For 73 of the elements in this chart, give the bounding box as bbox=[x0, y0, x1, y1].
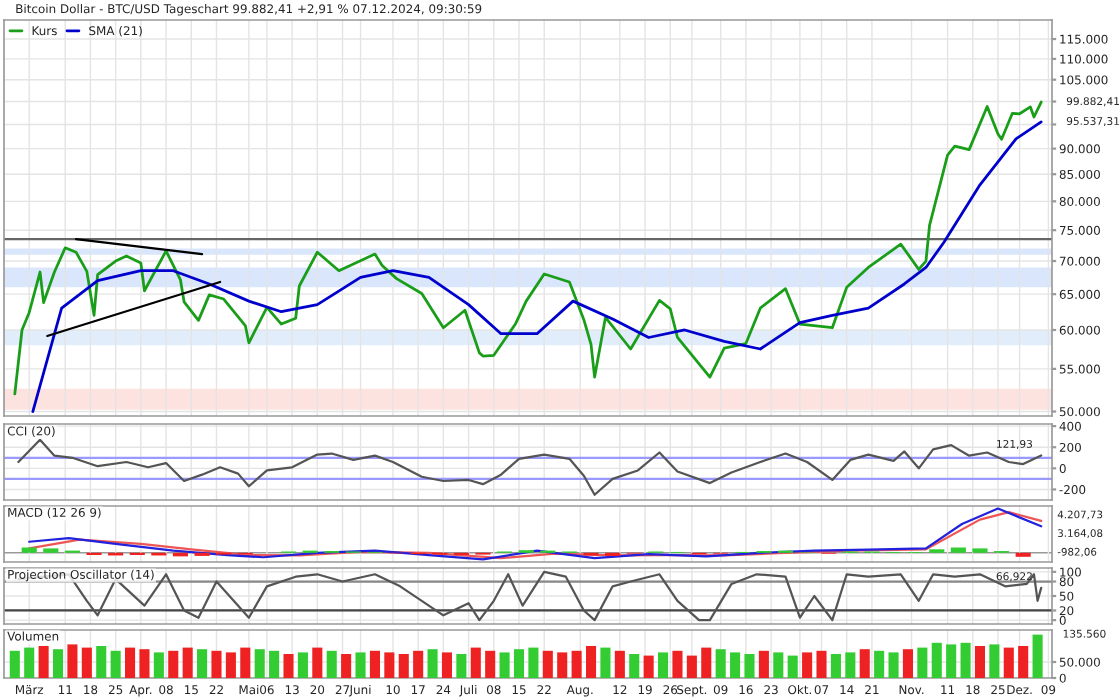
bar bbox=[946, 644, 957, 678]
bar bbox=[225, 652, 236, 678]
bar bbox=[326, 650, 337, 678]
bar bbox=[470, 647, 481, 678]
bar bbox=[1032, 634, 1043, 678]
bar bbox=[989, 644, 1000, 678]
bar bbox=[859, 649, 870, 678]
bar bbox=[96, 646, 107, 678]
bar bbox=[874, 650, 885, 678]
bar bbox=[658, 652, 669, 678]
bar bbox=[9, 650, 20, 678]
bar bbox=[902, 649, 913, 678]
bar bbox=[585, 646, 597, 678]
bar bbox=[398, 654, 409, 678]
bar bbox=[744, 654, 755, 678]
bar bbox=[153, 652, 164, 678]
bar bbox=[110, 650, 121, 678]
bar bbox=[211, 650, 222, 678]
bar bbox=[758, 650, 769, 678]
bar bbox=[614, 650, 625, 678]
bar bbox=[960, 642, 971, 678]
bar bbox=[888, 652, 899, 678]
bar bbox=[197, 649, 208, 678]
bar bbox=[629, 654, 640, 678]
bar bbox=[1018, 646, 1029, 678]
bar bbox=[600, 647, 611, 678]
bar bbox=[355, 652, 366, 678]
bar bbox=[528, 647, 539, 678]
bar bbox=[139, 649, 150, 678]
bar bbox=[513, 649, 525, 678]
bar bbox=[643, 655, 654, 678]
bar bbox=[81, 647, 92, 678]
bar bbox=[52, 649, 64, 678]
bar bbox=[369, 650, 380, 678]
bar bbox=[802, 652, 813, 678]
bar bbox=[269, 650, 280, 678]
bar bbox=[1003, 647, 1014, 678]
bar bbox=[67, 644, 78, 678]
bar bbox=[816, 650, 827, 678]
bar bbox=[730, 652, 741, 678]
bar bbox=[384, 652, 395, 678]
bar bbox=[845, 652, 856, 678]
bar bbox=[715, 649, 726, 678]
bar bbox=[240, 647, 251, 678]
bar bbox=[456, 654, 467, 678]
bar bbox=[830, 654, 841, 678]
bar bbox=[542, 650, 553, 678]
bar bbox=[297, 652, 308, 678]
bar bbox=[773, 652, 784, 678]
bar bbox=[182, 647, 193, 678]
bar bbox=[499, 652, 510, 678]
bar bbox=[341, 654, 352, 678]
bar bbox=[413, 650, 424, 678]
bar bbox=[125, 647, 136, 678]
bar bbox=[441, 652, 453, 678]
bar bbox=[974, 646, 986, 678]
bar bbox=[571, 650, 582, 678]
bar bbox=[931, 642, 942, 678]
bar bbox=[485, 650, 496, 678]
bar bbox=[686, 655, 697, 678]
bar bbox=[787, 655, 798, 678]
line-series bbox=[17, 438, 1043, 496]
bar bbox=[24, 647, 35, 678]
bar bbox=[254, 649, 265, 678]
bar bbox=[701, 647, 712, 678]
bar bbox=[672, 650, 683, 678]
bar bbox=[168, 650, 179, 678]
bar bbox=[312, 647, 323, 678]
bar bbox=[283, 654, 294, 678]
bar bbox=[427, 649, 438, 678]
bar bbox=[38, 646, 49, 678]
bar bbox=[557, 652, 568, 678]
bar bbox=[917, 647, 928, 678]
